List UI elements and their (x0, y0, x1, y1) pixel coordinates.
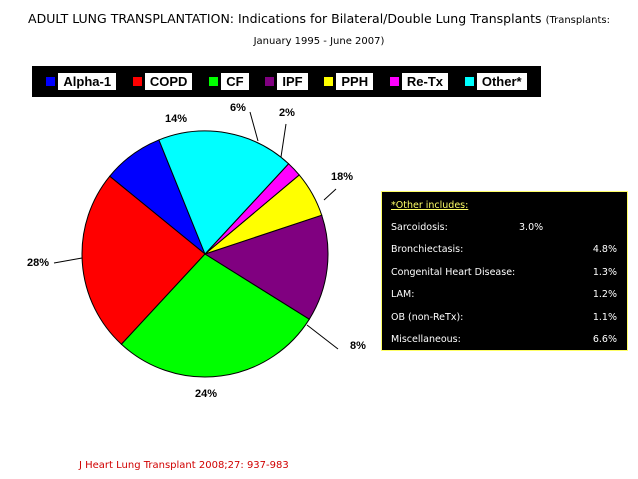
other-row-value: 1.1% (592, 311, 617, 323)
leader-line (323, 188, 337, 201)
pie-slice-other (158, 130, 290, 255)
title-note: (Transplants: (545, 15, 610, 26)
pie-slices (81, 130, 329, 378)
pie-slice-cf (120, 253, 310, 378)
legend-item-pph: PPH (324, 73, 374, 90)
pie-label: 18% (331, 171, 353, 183)
other-row-label: Miscellaneous: (391, 333, 461, 345)
legend-label-other: Other* (476, 73, 527, 90)
other-row-label: Congenital Heart Disease: (391, 266, 516, 278)
legend-swatch-ipf (265, 77, 275, 86)
legend-swatch-cf (209, 77, 219, 86)
other-row-value: 4.8% (592, 244, 617, 256)
other-row-label: OB (non-ReTx): (391, 311, 464, 323)
leader-line (306, 324, 339, 350)
other-includes-header: *Other includes: (391, 200, 469, 211)
legend-label-copd: COPD (144, 73, 193, 90)
legend-label-cf: CF (221, 73, 249, 90)
legend-item-cf: CF (209, 73, 249, 90)
legend-item-ipf: IPF (265, 73, 308, 90)
citation: J Heart Lung Transplant 2008;27: 937-983 (79, 460, 289, 471)
legend-swatch-copd (132, 77, 142, 86)
other-row-value: 1.3% (592, 266, 617, 278)
pie-labels: 8% 24% 28% 14% 6% 2% 18% (27, 102, 366, 400)
pie-label: 8% (350, 340, 366, 352)
title-main: ADULT LUNG TRANSPLANTATION: Indications … (28, 11, 542, 26)
other-includes-box: *Other includes: Sarcoidosis: 3.0% Bronc… (381, 191, 628, 351)
leader-line (249, 111, 259, 142)
legend-swatch-re-tx (389, 77, 399, 86)
other-row-bronchiectasis: Bronchiectasis: 4.8% (391, 239, 618, 261)
legend-item-other: Other* (464, 73, 527, 90)
other-row-ob-non-retx: OB (non-ReTx): 1.1% (391, 307, 618, 329)
other-row-sarcoidosis: Sarcoidosis: 3.0% (391, 217, 618, 239)
legend-item-alpha-1: Alpha-1 (46, 73, 117, 90)
pie-label: 2% (279, 107, 295, 119)
leader-line (53, 257, 83, 264)
other-row-label: Bronchiectasis: (391, 244, 464, 256)
pie-label: 6% (230, 102, 246, 114)
legend-label-pph: PPH (336, 73, 374, 90)
other-row-miscellaneous: Miscellaneous: 6.6% (391, 329, 618, 351)
legend: Alpha-1 COPD CF IPF PPH Re-Tx Other* (32, 66, 541, 97)
pie-label: 14% (165, 113, 187, 125)
leader-line (280, 123, 287, 158)
pie-label: 24% (195, 388, 217, 400)
legend-label-ipf: IPF (277, 73, 308, 90)
other-row-label: LAM: (391, 289, 415, 301)
legend-label-re-tx: Re-Tx (401, 73, 449, 90)
chart-subtitle: January 1995 - June 2007) (253, 36, 385, 47)
other-row-lam: LAM: 1.2% (391, 284, 618, 306)
chart-title: ADULT LUNG TRANSPLANTATION: Indications … (0, 11, 638, 26)
other-row-congenital-heart-disease: Congenital Heart Disease: 1.3% (391, 262, 618, 284)
legend-swatch-alpha-1 (46, 77, 56, 86)
legend-item-copd: COPD (132, 73, 193, 90)
legend-swatch-other (464, 77, 474, 86)
pie-label: 28% (27, 257, 49, 269)
pie-leader-lines (53, 111, 339, 350)
legend-label-alpha-1: Alpha-1 (58, 73, 117, 90)
other-row-value: 1.2% (592, 289, 617, 301)
other-row-label: Sarcoidosis: (391, 222, 448, 233)
pie-slice-copd (81, 175, 206, 345)
other-row-value: 3.0% (519, 222, 544, 233)
legend-item-re-tx: Re-Tx (389, 73, 449, 90)
legend-swatch-pph (324, 77, 334, 86)
other-row-value: 6.6% (592, 333, 617, 345)
pie-slice-ipf (203, 214, 329, 320)
